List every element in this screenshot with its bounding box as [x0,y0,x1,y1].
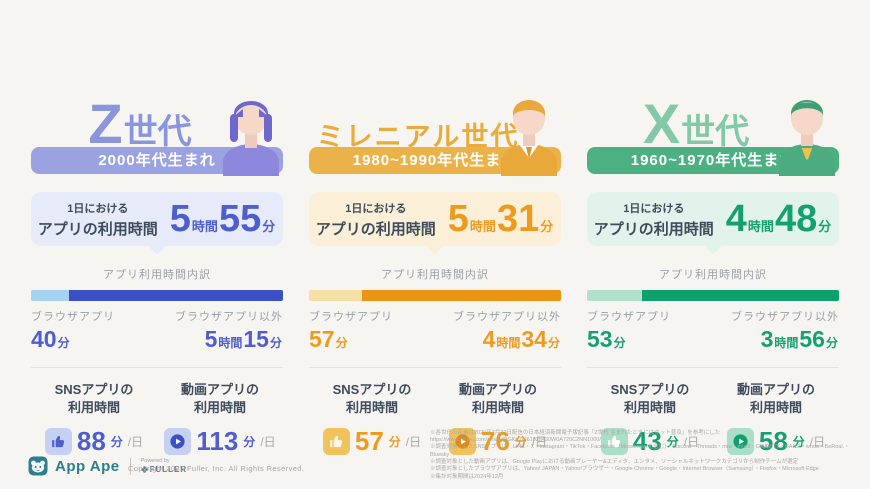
millennial-column: ミレニアル世代 1980~1990年代生まれ 1日における アプリの利用時間 [309,84,561,457]
footnote-line: ※各世代の定義は2020年7月27日配信の日本経済新聞電子版記事「Z世代 生まれ… [430,429,721,436]
non-browser-usage-value: 3時間56分 [760,326,838,352]
gen-z-app-stats: SNSアプリの 利用時間 88 分/日 動画アプリの 利用時間 113 分/日 [31,381,283,457]
copyright-text: Copyright 2025 Fuller, Inc. All Rights R… [128,464,305,473]
divider [309,367,561,368]
footnote-line: ※集計対象期間は2024年12月 [430,473,504,480]
app-ape-logo-icon [28,456,48,476]
gen-z-browser-split: ブラウザアプリ 40分 ブラウザアプリ以外 5時間15分 [31,308,283,353]
breakdown-title: アプリ利用時間内訳 [659,269,767,281]
millennial-avatar [501,100,557,176]
breakdown-title: アプリ利用時間内訳 [381,269,489,281]
sns-usage-stat: SNSアプリの 利用時間 88 分/日 [31,381,157,457]
millennial-browser-split: ブラウザアプリ 57分 ブラウザアプリ以外 4時間34分 [309,308,561,353]
gen-x-avatar [779,100,835,176]
browser-usage-value: 53分 [587,326,626,352]
browser-bar-segment [31,290,69,301]
footnote-line: ※調査対象としたブラウザアプリは、Yahoo! JAPAN・Yahoo!ブラウザ… [430,466,819,473]
millennial-app-stats: SNSアプリの 利用時間 57 分/日 動画アプリの 利用時間 76 分/日 [309,381,561,457]
generation-columns: Z世代 2000年代生まれ 1日における アプリの利用時間 5時間55分 [0,84,870,457]
gen-z-title-suffix: 世代 [123,113,192,151]
gen-z-title-main: Z [88,92,124,155]
gen-x-app-stats: SNSアプリの 利用時間 43 分/日 動画アプリの 利用時間 58 分/日 [587,381,839,457]
non-browser-usage: ブラウザアプリ以外 3時間56分 [731,311,839,352]
browser-bar-segment [309,290,362,301]
millennial-daily-usage-card: 1日における アプリの利用時間 5時間31分 [309,192,561,246]
video-usage-stat: 動画アプリの 利用時間 76 分/日 [435,381,561,457]
sns-usage-stat: SNSアプリの 利用時間 57 分/日 [309,381,435,457]
gen-z-column: Z世代 2000年代生まれ 1日における アプリの利用時間 5時間55分 [31,84,283,457]
non-browser-bar-segment [642,290,839,301]
non-browser-usage-value: 5時間15分 [204,326,282,352]
footnote-line: https://www.nikkei.com/article/DGKKZO619… [430,437,601,444]
sns-usage-stat: SNSアプリの 利用時間 43 分/日 [587,381,713,457]
browser-usage: ブラウザアプリ 53分 [587,311,671,352]
thumbs-up-icon [600,428,628,456]
footer: App Ape Powered by FULLER Copyright 2025… [0,430,870,489]
divider [31,367,283,368]
gen-x-browser-split: ブラウザアプリ 53分 ブラウザアプリ以外 3時間56分 [587,308,839,353]
gen-z-daily-time: 5時間55分 [169,197,276,240]
millennial-daily-time: 5時間31分 [447,197,554,240]
gen-x-column: X世代 1960~1970年代生まれ 1日における アプリの利用時間 4 [587,84,839,457]
non-browser-usage: ブラウザアプリ以外 5時間15分 [175,311,283,352]
non-browser-bar-segment [361,290,561,301]
gen-x-title: X世代 [642,92,750,155]
gen-z-usage-split-bar [31,290,283,301]
gen-z-daily-usage-card: 1日における アプリの利用時間 5時間55分 [31,192,283,246]
footnotes: ※各世代の定義は2020年7月27日配信の日本経済新聞電子版記事「Z世代 生まれ… [430,430,862,481]
fuller-logo-icon [140,466,148,473]
video-usage-stat: 動画アプリの 利用時間 58 分/日 [713,381,839,457]
browser-bar-segment [587,290,643,301]
millennial-title: ミレニアル世代 [309,118,561,152]
app-ape-wordmark: App Ape [55,457,120,475]
breakdown-title: アプリ利用時間内訳 [103,269,211,281]
gen-x-daily-usage-card: 1日における アプリの利用時間 4時間48分 [587,192,839,246]
footnote-line: ※調査対象とした動画アプリは、Google Playにおける動画プレーヤー&エデ… [430,459,799,466]
daily-usage-label: 1日における アプリの利用時間 [37,202,158,238]
millennial-title-main: ミレニアル世代 [316,122,520,152]
browser-usage-value: 57分 [309,326,348,352]
thumbs-up-icon [44,428,72,456]
gen-x-title-main: X [642,92,682,155]
browser-usage: ブラウザアプリ 40分 [31,311,115,352]
non-browser-usage-value: 4時間34分 [482,326,560,352]
browser-usage-value: 40分 [31,326,70,352]
gen-x-daily-time: 4時間48分 [725,197,832,240]
gen-z-header: Z世代 2000年代生まれ [31,84,283,176]
divider [587,367,839,368]
app-ape-brand: App Ape Powered by FULLER [28,456,187,476]
non-browser-usage: ブラウザアプリ以外 4時間34分 [453,311,561,352]
thumbs-up-icon [322,428,350,456]
powered-by-fuller: Powered by FULLER [140,457,188,474]
play-video-icon [726,428,754,456]
gen-z-avatar [223,101,279,176]
video-usage-stat: 動画アプリの 利用時間 113 分/日 [157,381,283,457]
play-video-icon [164,428,192,456]
daily-usage-label: 1日における アプリの利用時間 [315,202,436,238]
millennial-usage-split-bar [309,290,561,301]
play-video-icon [448,428,476,456]
browser-usage: ブラウザアプリ 57分 [309,311,393,352]
daily-usage-label: 1日における アプリの利用時間 [593,202,714,238]
footnote-line: ※調査対象としたSNSアプリは、LINE・X・Instagram・TikTok・… [430,444,850,458]
brand-divider [129,457,131,475]
gen-z-title: Z世代 [31,96,283,152]
millennial-header: ミレニアル世代 1980~1990年代生まれ [309,84,561,176]
gen-x-header: X世代 1960~1970年代生まれ [587,84,839,176]
gen-x-usage-split-bar [587,290,839,301]
non-browser-bar-segment [68,290,283,301]
